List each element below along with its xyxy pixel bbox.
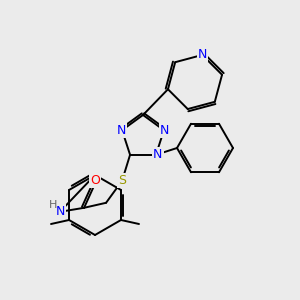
Text: N: N [198, 49, 207, 62]
Text: N: N [56, 205, 65, 218]
Text: O: O [90, 174, 100, 187]
Text: S: S [118, 174, 126, 187]
Text: N: N [153, 148, 163, 161]
Text: H: H [49, 200, 57, 210]
Text: N: N [116, 124, 126, 137]
Text: N: N [160, 124, 170, 137]
